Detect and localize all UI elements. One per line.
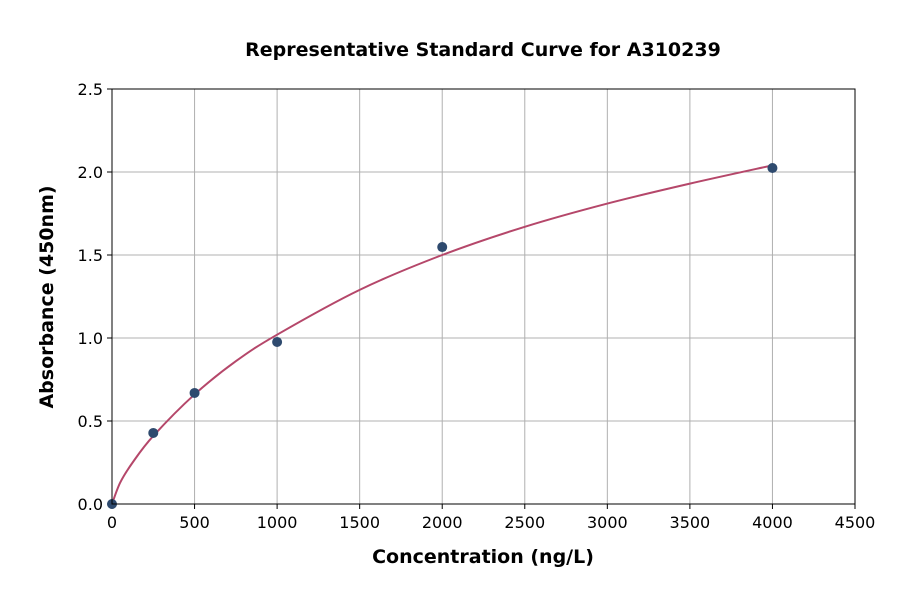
data-point bbox=[767, 163, 778, 174]
y-axis-label: Absorbance (450nm) bbox=[36, 185, 58, 408]
data-point bbox=[272, 336, 283, 347]
x-tick-label: 4000 bbox=[752, 513, 793, 532]
chart-title: Representative Standard Curve for A31023… bbox=[245, 39, 721, 61]
x-tick-label: 3000 bbox=[587, 513, 628, 532]
fit-curve bbox=[111, 164, 773, 505]
data-point bbox=[437, 242, 448, 253]
y-tick-label: 2.0 bbox=[78, 163, 103, 182]
x-tick-label: 1000 bbox=[257, 513, 298, 532]
x-tick-label: 500 bbox=[179, 513, 210, 532]
y-tick-label: 2.5 bbox=[78, 80, 103, 99]
x-tick-label: 4500 bbox=[835, 513, 876, 532]
data-point bbox=[148, 427, 159, 438]
data-point bbox=[189, 387, 200, 398]
plot-frame bbox=[111, 88, 856, 505]
x-tick-label: 1500 bbox=[339, 513, 380, 532]
x-axis-label: Concentration (ng/L) bbox=[372, 546, 594, 568]
x-tick-label: 2000 bbox=[422, 513, 463, 532]
x-tick-label: 2500 bbox=[504, 513, 545, 532]
x-tick-label: 0 bbox=[107, 513, 117, 532]
y-tick-label: 1.5 bbox=[78, 246, 103, 265]
y-tick-label: 0.0 bbox=[78, 495, 103, 514]
y-tick-label: 1.0 bbox=[78, 329, 103, 348]
y-tick-label: 0.5 bbox=[78, 412, 103, 431]
x-tick-label: 3500 bbox=[670, 513, 711, 532]
